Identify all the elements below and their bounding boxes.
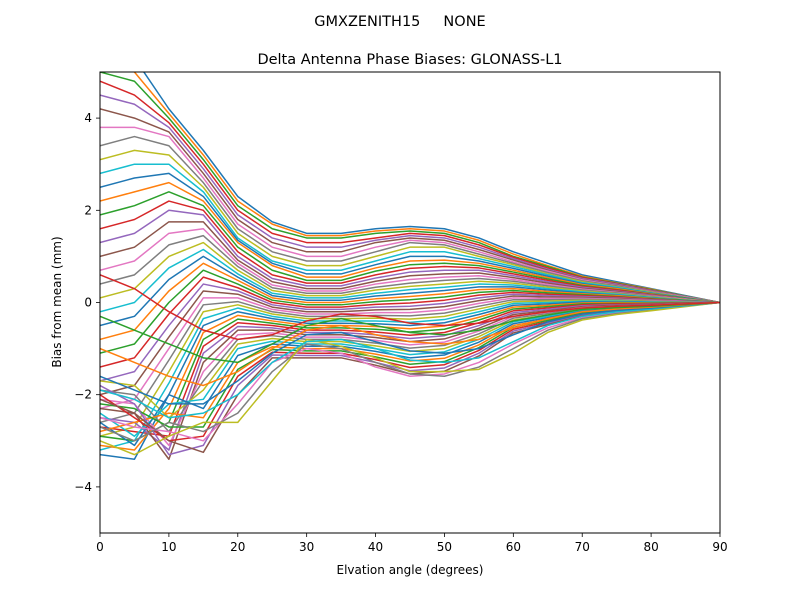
y-tick-label: 0 (84, 296, 92, 310)
series-line-4 (100, 94, 720, 304)
x-tick-label: 60 (506, 540, 521, 554)
series-line-31 (100, 301, 720, 451)
series-line-0 (142, 72, 720, 304)
series-line-53 (100, 274, 720, 341)
series-line-51 (100, 301, 720, 387)
series-line-52 (100, 301, 720, 364)
y-tick-label: −4 (74, 480, 92, 494)
series-line-3 (100, 80, 720, 304)
series-line-23 (100, 276, 720, 368)
series-line-7 (100, 135, 720, 304)
series-line-33 (100, 301, 720, 437)
series-line-50 (100, 301, 720, 405)
series-line-49 (100, 301, 720, 419)
series-line-25 (100, 290, 720, 396)
x-axis: 0 10 20 30 40 50 60 70 80 90 (96, 533, 728, 554)
y-axis: −4 −2 0 2 4 (74, 111, 100, 494)
series-line-13 (100, 200, 720, 304)
series-line-27 (100, 298, 720, 424)
x-tick-label: 80 (643, 540, 658, 554)
x-tick-label: 70 (575, 540, 590, 554)
x-tick-label: 50 (437, 540, 452, 554)
series-line-46 (100, 301, 720, 442)
chart-title: Delta Antenna Phase Biases: GLONASS-L1 (257, 52, 562, 68)
y-tick-label: 4 (84, 111, 92, 125)
y-tick-label: 2 (84, 203, 92, 217)
x-tick-label: 10 (161, 540, 176, 554)
series-line-11 (100, 181, 720, 304)
series-line-21 (100, 262, 720, 341)
x-tick-label: 40 (368, 540, 383, 554)
x-axis-label: Elvation angle (degrees) (337, 563, 484, 577)
x-tick-label: 20 (230, 540, 245, 554)
y-tick-label: −2 (74, 388, 92, 402)
x-tick-label: 0 (96, 540, 104, 554)
series-line-47 (100, 301, 720, 442)
figure-suptitle: GMXZENITH15 NONE (314, 14, 485, 30)
x-tick-label: 30 (299, 540, 314, 554)
y-axis-label: Bias from mean (mm) (50, 236, 64, 367)
series-line-17 (100, 234, 720, 304)
series-line-19 (100, 248, 720, 313)
series-line-9 (100, 163, 720, 304)
series-line-15 (100, 221, 720, 304)
series-line-29 (100, 300, 720, 451)
series-line-1 (132, 72, 720, 304)
series-line-48 (100, 301, 720, 456)
series-layer (100, 72, 720, 460)
x-tick-label: 90 (712, 540, 727, 554)
